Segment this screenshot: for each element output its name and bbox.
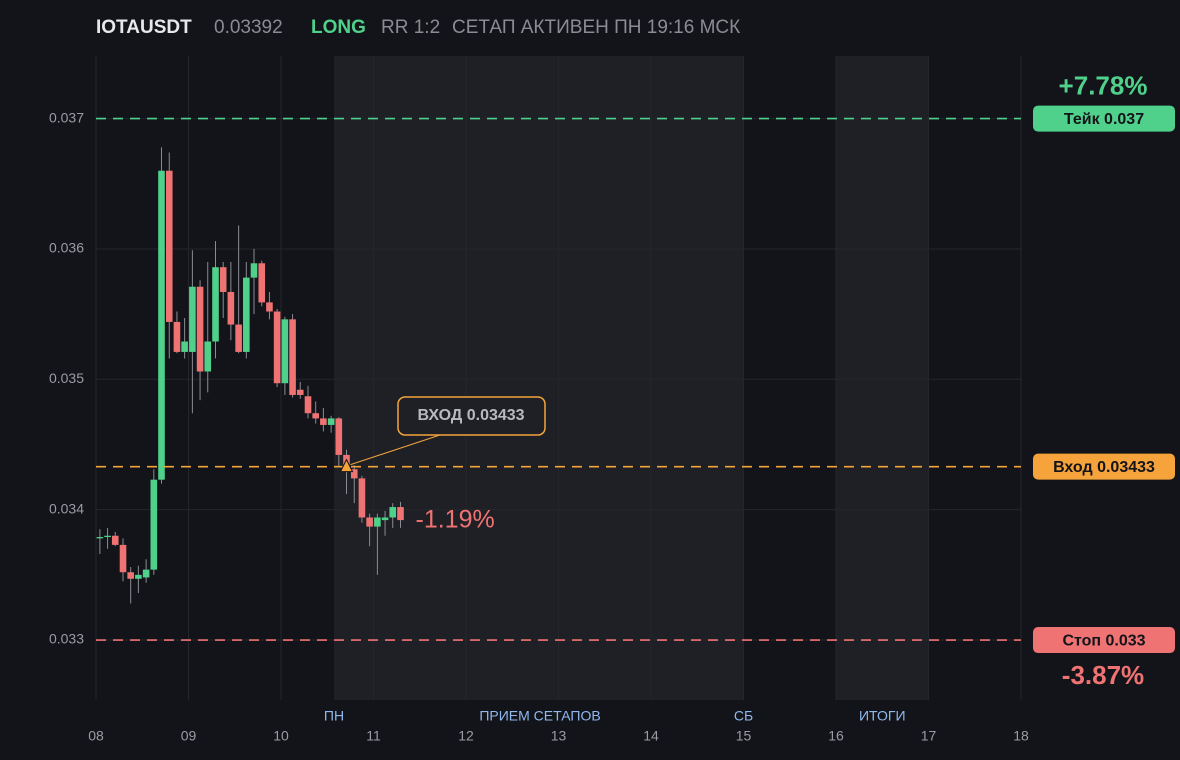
y-tick-label: 0.034 [49,500,84,516]
candle-body [366,517,373,527]
callout-leader [350,434,441,466]
candle-body [289,319,296,395]
session-zone [836,56,929,700]
x-tick-label: 14 [643,728,659,744]
x-tick-label: 12 [458,728,474,744]
candle-body [181,341,188,352]
last-change: -1.19% [416,506,495,534]
x-tick-label: 11 [366,728,381,744]
candle-body [389,507,397,518]
x-tick-label: 18 [1013,728,1029,744]
candle-body [327,418,335,425]
candle-body [235,324,242,352]
candle-body [104,535,111,538]
candle-body [189,286,196,352]
x-tick-label: 17 [921,728,937,744]
candle-body [127,572,134,579]
x-tick-label: 08 [88,728,104,744]
candle-body [312,413,319,419]
candle-body [196,286,204,372]
x-tick-label: 15 [736,728,752,744]
x-tick-label: 13 [551,728,567,744]
candle-body [250,263,258,278]
candle-body [158,170,165,480]
level-badge [1033,105,1175,132]
callout-box [397,396,546,436]
session-label: СБ [734,708,753,724]
session-zone [334,56,744,700]
candle-body [381,517,389,521]
candle-body [258,263,266,303]
candle-body [374,517,381,527]
candle-body [320,418,327,425]
candle-body [165,170,173,322]
session-label: ИТОГИ [859,708,906,724]
y-tick-label: 0.035 [49,370,84,386]
candle-body [204,341,212,372]
level-badge [1033,453,1175,480]
candle-body [397,507,404,521]
risk-reward: RR 1:2 [381,17,440,38]
candle-body [296,389,304,395]
candle-body [135,574,142,579]
candle-body [227,291,235,325]
candle-body [350,469,358,479]
status: СЕТАП АКТИВЕН ПН 19:16 МСК [452,17,740,38]
side: LONG [311,17,366,38]
level-label: Тейк 0.037 [1064,111,1144,128]
candle-body [212,267,219,342]
candle-body [119,544,127,573]
candle-body [96,537,104,539]
candle-body [266,302,273,312]
callout-label: ВХОД 0.03433 [417,407,524,424]
level-change: -3.87% [1062,660,1144,690]
y-tick-label: 0.033 [49,631,84,647]
candle-body [243,277,250,352]
session-label: ПРИЕМ СЕТАПОВ [479,708,600,724]
level-label: Вход 0.03433 [1053,459,1155,476]
level-label: Стоп 0.033 [1062,632,1145,649]
y-tick-label: 0.036 [49,240,84,256]
candle-body [173,321,181,352]
candle-body [335,418,343,455]
x-tick-label: 10 [273,728,289,744]
session-label: ПН [324,708,344,724]
candle-body [304,396,312,414]
level-change: +7.78% [1059,70,1148,100]
entry-marker [339,458,354,473]
candle-body [111,535,119,545]
level-badge [1033,627,1175,654]
ticker: IOTAUSDT [96,17,192,38]
candle-body [150,479,158,570]
price: 0.03392 [214,17,283,38]
candle-body [219,267,227,292]
candle-body [273,311,281,384]
candle-body [281,319,289,384]
candle-body [142,569,150,578]
candle-body [358,478,366,518]
x-tick-label: 09 [181,728,197,744]
y-tick-label: 0.037 [49,109,84,125]
x-tick-label: 16 [828,728,844,744]
